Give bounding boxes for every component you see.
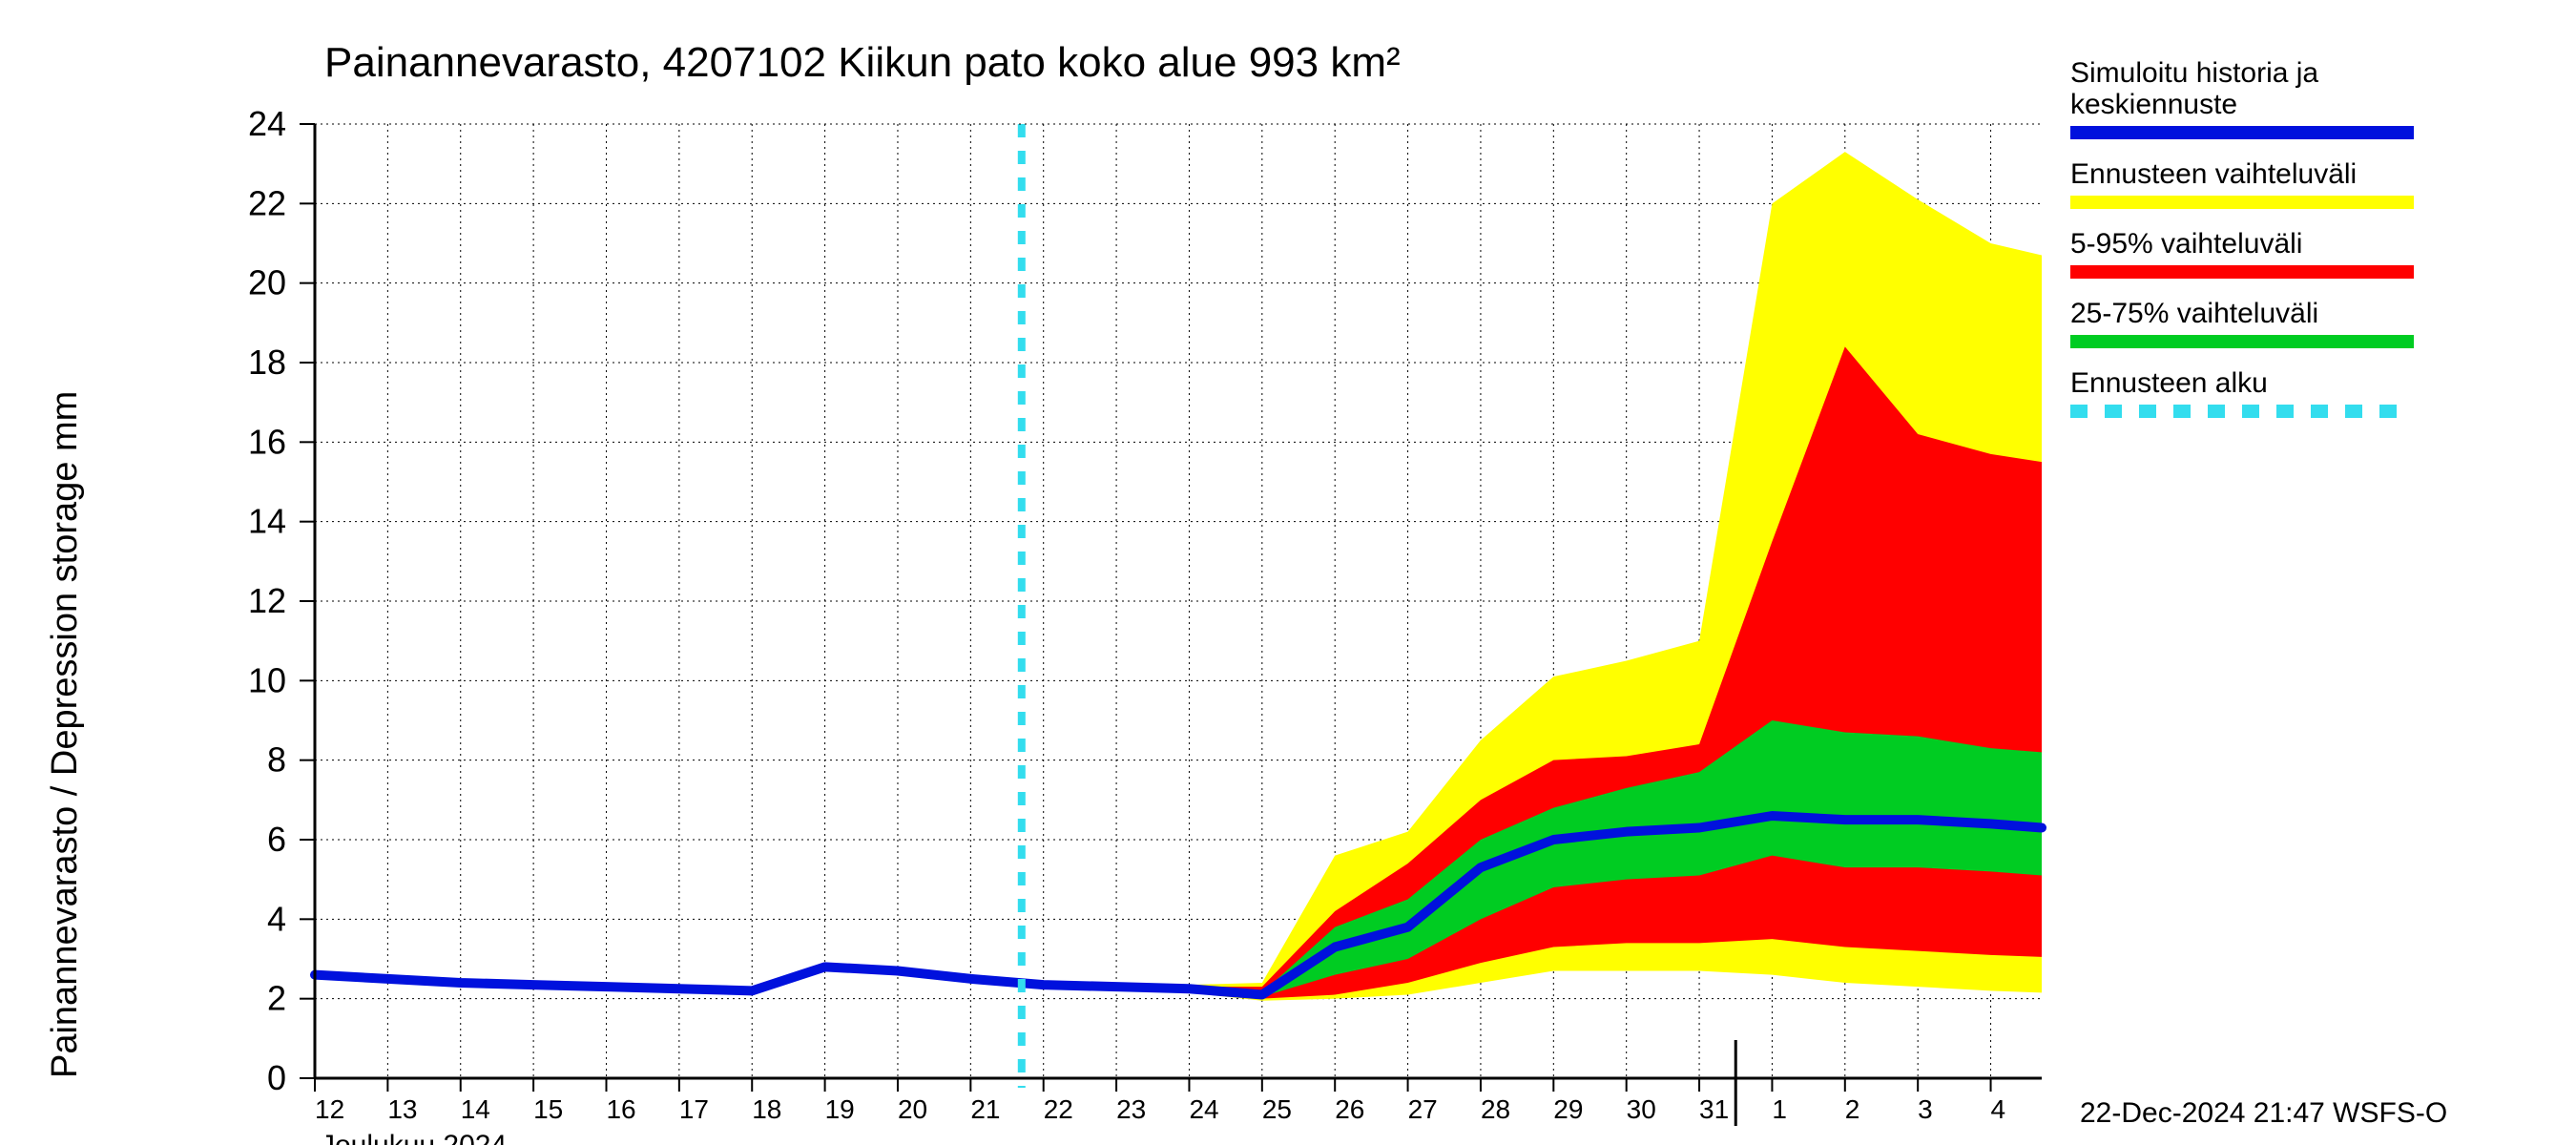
svg-text:10: 10 bbox=[248, 660, 286, 699]
svg-text:22: 22 bbox=[248, 183, 286, 222]
legend-label: 5-95% vaihteluväli bbox=[2070, 228, 2414, 260]
svg-text:1: 1 bbox=[1772, 1094, 1787, 1124]
svg-text:22: 22 bbox=[1044, 1094, 1073, 1124]
x-axis-month-fi: Joulukuu 2024 bbox=[321, 1130, 507, 1145]
svg-text:19: 19 bbox=[825, 1094, 855, 1124]
svg-text:18: 18 bbox=[752, 1094, 781, 1124]
svg-text:3: 3 bbox=[1918, 1094, 1933, 1124]
svg-text:6: 6 bbox=[267, 820, 286, 859]
svg-text:4: 4 bbox=[267, 899, 286, 938]
legend-item-2: 5-95% vaihteluväli bbox=[2070, 228, 2414, 279]
svg-text:12: 12 bbox=[315, 1094, 344, 1124]
svg-text:23: 23 bbox=[1116, 1094, 1146, 1124]
svg-text:2: 2 bbox=[267, 979, 286, 1018]
svg-text:8: 8 bbox=[267, 740, 286, 780]
svg-text:13: 13 bbox=[387, 1094, 417, 1124]
svg-text:21: 21 bbox=[970, 1094, 1000, 1124]
legend-label: keskiennuste bbox=[2070, 89, 2414, 120]
legend-item-1: Ennusteen vaihteluväli bbox=[2070, 158, 2414, 209]
svg-text:29: 29 bbox=[1553, 1094, 1583, 1124]
svg-text:14: 14 bbox=[461, 1094, 490, 1124]
svg-text:28: 28 bbox=[1481, 1094, 1510, 1124]
svg-text:31: 31 bbox=[1699, 1094, 1729, 1124]
chart-title: Painannevarasto, 4207102 Kiikun pato kok… bbox=[324, 39, 1401, 86]
svg-text:15: 15 bbox=[533, 1094, 563, 1124]
svg-text:12: 12 bbox=[248, 581, 286, 620]
svg-text:2: 2 bbox=[1845, 1094, 1860, 1124]
svg-text:27: 27 bbox=[1408, 1094, 1438, 1124]
legend-swatch bbox=[2070, 265, 2414, 279]
svg-text:25: 25 bbox=[1262, 1094, 1292, 1124]
legend-swatch bbox=[2070, 196, 2414, 209]
svg-text:20: 20 bbox=[248, 263, 286, 302]
svg-text:26: 26 bbox=[1335, 1094, 1364, 1124]
legend-swatch bbox=[2070, 126, 2414, 139]
timestamp-text: 22-Dec-2024 21:47 WSFS-O bbox=[2080, 1097, 2447, 1129]
svg-text:24: 24 bbox=[248, 104, 286, 143]
svg-text:0: 0 bbox=[267, 1058, 286, 1097]
legend-item-3: 25-75% vaihteluväli bbox=[2070, 298, 2414, 348]
legend-label: Ennusteen alku bbox=[2070, 367, 2414, 399]
svg-text:18: 18 bbox=[248, 343, 286, 382]
legend-label: 25-75% vaihteluväli bbox=[2070, 298, 2414, 329]
svg-text:4: 4 bbox=[1991, 1094, 2006, 1124]
legend-label: Simuloitu historia ja bbox=[2070, 57, 2414, 89]
generation-timestamp: 22-Dec-2024 21:47 WSFS-O bbox=[2080, 1097, 2447, 1130]
svg-text:14: 14 bbox=[248, 502, 286, 541]
legend-label: Ennusteen vaihteluväli bbox=[2070, 158, 2414, 190]
legend-swatch bbox=[2070, 335, 2414, 348]
svg-text:30: 30 bbox=[1627, 1094, 1656, 1124]
legend-item-0: Simuloitu historia jakeskiennuste bbox=[2070, 57, 2414, 139]
y-axis-label: Painannevarasto / Depression storage mm bbox=[45, 391, 85, 1078]
legend-item-4: Ennusteen alku bbox=[2070, 367, 2414, 418]
legend-swatch bbox=[2070, 405, 2414, 418]
svg-text:16: 16 bbox=[248, 422, 286, 461]
svg-text:24: 24 bbox=[1189, 1094, 1218, 1124]
svg-text:17: 17 bbox=[679, 1094, 709, 1124]
svg-text:20: 20 bbox=[898, 1094, 927, 1124]
svg-text:16: 16 bbox=[606, 1094, 635, 1124]
chart-legend: Simuloitu historia jakeskiennuste Ennuste… bbox=[2070, 57, 2414, 429]
